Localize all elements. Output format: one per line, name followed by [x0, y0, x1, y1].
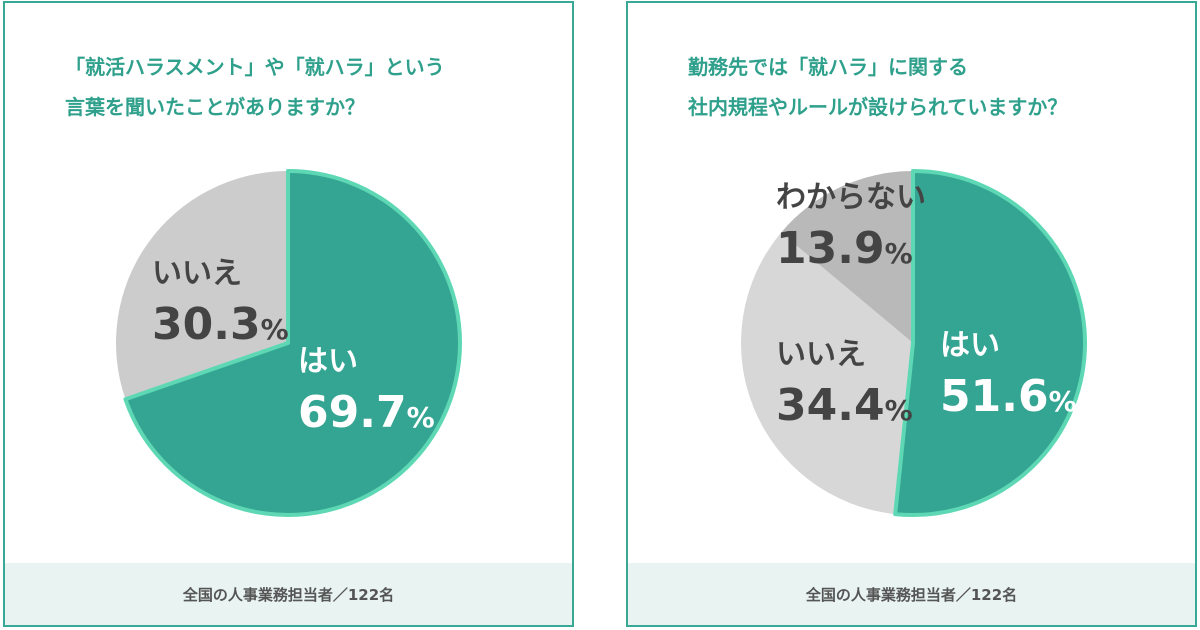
slice-category-label: わからない	[776, 180, 926, 215]
slice-value-label: 30.3%	[152, 299, 289, 350]
respondents-footer: 全国の人事業務担当者／122名	[5, 563, 572, 625]
slice-value-label: 69.7%	[298, 387, 435, 438]
slice-category-label: いいえ	[152, 256, 242, 291]
question-line-1: 勤務先では「就ハラ」に関する	[688, 55, 968, 79]
pie-slice-3	[781, 171, 913, 343]
question-title: 「就活ハラスメント」や「就ハラ」という 言葉を聞いたことがありますか？	[65, 47, 445, 127]
slice-value-label: 13.9%	[776, 223, 913, 274]
pie-slice-2	[741, 232, 913, 515]
slice-category-label: はい	[298, 344, 358, 379]
pie-chart-awareness: はい 69.7% いいえ 30.3%	[115, 169, 462, 517]
pie-slice-1	[123, 169, 462, 517]
chart-panel-rules: 勤務先では「就ハラ」に関する 社内規程やルールが設けられていますか？ はい 51.…	[626, 1, 1197, 627]
chart-panel-awareness: 「就活ハラスメント」や「就ハラ」という 言葉を聞いたことがありますか？ はい 69…	[3, 1, 574, 627]
pie-slice-1	[893, 169, 1087, 517]
slice-category-label: はい	[940, 328, 1000, 363]
pie-slice-2	[115, 171, 288, 400]
question-line-1: 「就活ハラスメント」や「就ハラ」という	[65, 55, 445, 79]
question-line-2: 言葉を聞いたことがありますか？	[65, 95, 365, 119]
slice-category-label: いいえ	[776, 337, 866, 372]
pie-chart-rules: はい 51.6% いいえ 34.4% わからない 13.9%	[741, 169, 1087, 517]
question-line-2: 社内規程やルールが設けられていますか？	[688, 95, 1068, 119]
respondents-footer: 全国の人事業務担当者／122名	[628, 563, 1195, 625]
slice-value-label: 34.4%	[776, 380, 913, 431]
question-title: 勤務先では「就ハラ」に関する 社内規程やルールが設けられていますか？	[688, 47, 1067, 127]
slice-value-label: 51.6%	[940, 371, 1077, 422]
